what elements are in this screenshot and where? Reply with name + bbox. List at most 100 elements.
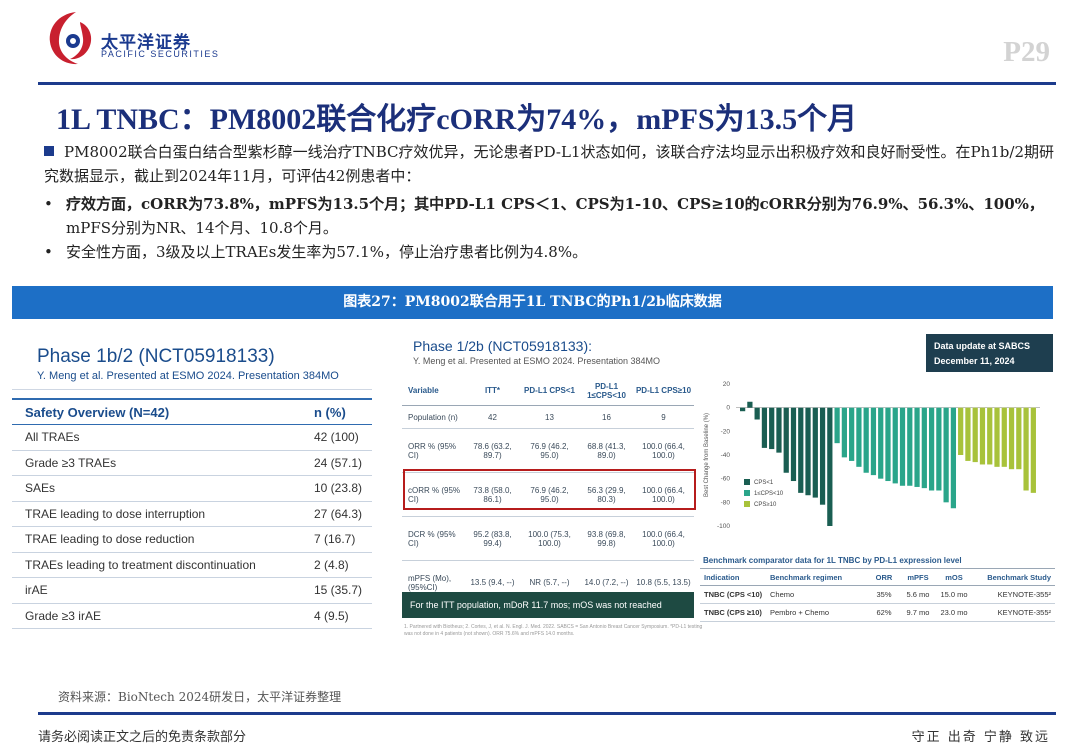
y-tick-label: -20	[721, 428, 731, 435]
table-cell: 42	[488, 412, 497, 422]
waterfall-bar	[761, 407, 768, 448]
table-cell: 68.8 (41.3, 89.0)	[587, 441, 626, 460]
update-line-2: December 11, 2024	[934, 356, 1015, 366]
table-cell: 73.8 (58.0, 86.1)	[473, 485, 512, 504]
waterfall-bar	[841, 407, 847, 458]
intro-text: PM8002联合白蛋白结合型紫杉醇一线治疗TNBC疗效优异，无论患者PD-L1状…	[44, 143, 1055, 185]
row-label: Grade ≥3 irAE	[25, 608, 101, 623]
table-row: All TRAEs 42 (100)	[12, 425, 372, 451]
table-row: SAEs 10 (23.8)	[12, 476, 372, 502]
row-label: mPFS (Mo), (95%CI)	[408, 573, 452, 592]
y-tick-label: -80	[721, 499, 731, 506]
waterfall-bar	[827, 407, 833, 526]
page-number: P29	[1003, 36, 1050, 68]
row-value: 15 (35.7)	[314, 583, 363, 598]
row-label: DCR % (95% CI)	[408, 529, 456, 548]
row-value: 24 (57.1)	[314, 455, 363, 470]
waterfall-bar	[950, 407, 957, 509]
bullet-text: 安全性方面，3级及以上TRAEs发生率为57.1%，停止治疗患者比例为4.8%。	[66, 243, 588, 261]
table-cell: TNBC (CPS ≥10)	[704, 608, 762, 617]
table-cell: 9.7 mo	[906, 608, 930, 617]
table-cell: 76.9 (46.2, 95.0)	[530, 485, 569, 504]
table-cell: 13	[545, 412, 554, 422]
row-label: irAE	[25, 583, 48, 598]
row-label: ORR % (95% CI)	[408, 441, 457, 460]
table-cell: TNBC (CPS <10)	[704, 590, 763, 599]
waterfall-bar	[812, 407, 818, 498]
waterfall-bar	[1023, 407, 1029, 491]
table-row: Grade ≥3 irAE 4 (9.5)	[12, 604, 372, 629]
waterfall-bar	[928, 407, 935, 491]
source-note: 资料来源：BioNtech 2024研发日，太平洋证券整理	[58, 690, 342, 704]
efficacy-table-header: Variable ITT* PD-L1 CPS<1 PD-L1 1≤CPS<10…	[402, 376, 694, 406]
waterfall-bar	[783, 407, 789, 473]
table-cell: 95.2 (83.8, 99.4)	[473, 529, 512, 548]
table-cell: 35%	[876, 590, 892, 599]
table-cell: 15.0 mo	[940, 590, 968, 599]
benchmark-table: Indication Benchmark regimen ORR mPFS mO…	[700, 568, 1055, 622]
waterfall-bar	[878, 407, 884, 479]
waterfall-bar	[994, 407, 1000, 467]
table-row: TRAE leading to dose reduction 7 (16.7)	[12, 527, 372, 553]
table-cell: 16	[602, 412, 611, 422]
bullet-dot-icon: •	[44, 195, 53, 213]
waterfall-bar	[972, 407, 978, 463]
header-cell: ORR	[875, 572, 893, 582]
header-cell: PD-L1 CPS≥10	[635, 386, 692, 395]
waterfall-bar	[987, 407, 993, 465]
table-cell: 100.0 (66.4, 100.0)	[642, 485, 685, 504]
header-cell: PD-L1 CPS<1	[524, 386, 575, 395]
table-cell: 78.6 (63.2, 89.7)	[473, 441, 512, 460]
waterfall-bar	[776, 407, 782, 453]
safety-header-label: Safety Overview (N=42)	[25, 404, 170, 420]
waterfall-bar	[907, 407, 913, 486]
waterfall-bar	[740, 407, 746, 412]
left-panel-title: Phase 1b/2 (NCT05918133)	[37, 346, 275, 367]
safety-table-header: Safety Overview (N=42) n (%)	[12, 398, 372, 425]
table-cell: KEYNOTE-355²	[997, 608, 1051, 617]
table-cell: Chemo	[770, 590, 795, 599]
y-tick-label: 0	[726, 405, 730, 412]
y-tick-label: -40	[721, 452, 731, 459]
row-value: 42 (100)	[314, 430, 359, 445]
table-cell: KEYNOTE-355²	[997, 590, 1051, 599]
safety-header-value: n (%)	[314, 404, 346, 420]
waterfall-bar	[849, 407, 855, 461]
waterfall-bar	[819, 407, 826, 505]
pacific-securities-logo	[49, 12, 92, 65]
waterfall-bar	[936, 407, 942, 491]
waterfall-chart: Best Change from Baseline (%) 20 0 -20 -40 -6…	[704, 381, 1040, 530]
header-cell: Benchmark Study	[987, 572, 1051, 582]
waterfall-bar	[1016, 407, 1022, 470]
legend-swatch	[744, 490, 750, 496]
table-row: irAE 15 (35.7)	[12, 578, 372, 604]
corr-highlight-box	[403, 469, 696, 510]
y-tick-label: -100	[717, 523, 730, 530]
bullet-text-bold: 疗效方面，cORR为73.8%，mPFS为13.5个月；其中PD-L1 CPS＜…	[66, 195, 1044, 213]
waterfall-bar	[754, 407, 760, 420]
left-panel-divider	[12, 389, 372, 390]
waterfall-bar	[798, 407, 804, 493]
table-row: TRAEs leading to treatment discontinuati…	[12, 553, 372, 578]
benchmark-title: Benchmark comparator data for 1L TNBC by…	[703, 556, 962, 565]
left-panel: Phase 1b/2 (NCT05918133) Y. Meng et al. …	[12, 330, 372, 630]
safety-table: Safety Overview (N=42) n (%) All TRAEs 42…	[12, 398, 372, 629]
table-cell: 23.0 mo	[940, 608, 968, 617]
waterfall-bar	[805, 407, 811, 496]
legend-swatch	[744, 479, 750, 485]
table-cell: 10.8 (5.5, 13.5)	[636, 578, 691, 587]
table-cell: 13.5 (9.4, --)	[470, 578, 515, 587]
table-row: Grade ≥3 TRAEs 24 (57.1)	[12, 451, 372, 476]
table-cell: 100.0 (75.3, 100.0)	[528, 529, 571, 548]
waterfall-bar	[834, 407, 840, 444]
left-panel-subtitle: Y. Meng et al. Presented at ESMO 2024. P…	[37, 370, 339, 382]
benchmark-header: Indication Benchmark regimen ORR mPFS mO…	[700, 568, 1055, 586]
table-cell: Pembro + Chemo	[770, 608, 829, 617]
y-axis-label: Best Change from Baseline (%)	[704, 413, 710, 497]
legend-label: 1≤CPS<10	[754, 491, 784, 497]
table-cell: 56.3 (29.9, 80.3)	[587, 485, 626, 504]
legend-label: CPS<1	[754, 480, 774, 486]
waterfall-bar	[863, 407, 869, 473]
waterfall-bar	[747, 401, 753, 408]
row-value: 27 (64.3)	[314, 506, 363, 521]
